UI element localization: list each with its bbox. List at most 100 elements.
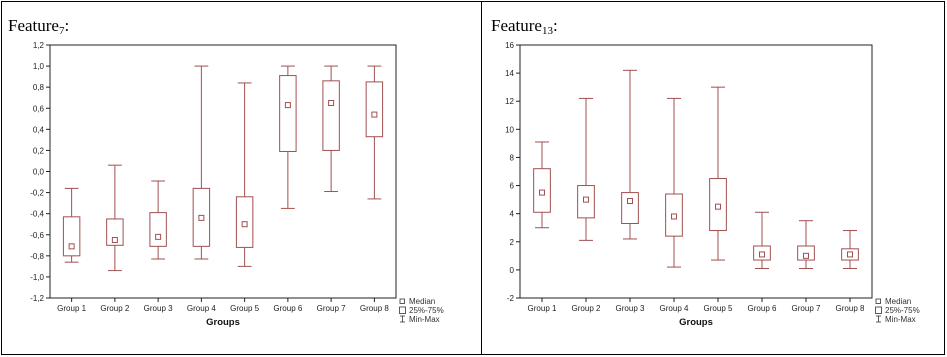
median-marker <box>155 233 162 240</box>
legend-median-swatch <box>399 298 405 304</box>
y-tick-label: -0,4 <box>30 210 44 219</box>
y-tick-label: 16 <box>505 41 514 50</box>
box-iqr <box>149 212 167 247</box>
y-tick-label: 10 <box>505 125 514 134</box>
median-marker <box>328 99 335 106</box>
box-group-7 <box>322 65 340 193</box>
x-axis-label: Groups <box>679 317 713 328</box>
x-axis-label: Groups <box>206 317 240 328</box>
median-marker <box>803 252 809 259</box>
box-group-6 <box>753 211 771 269</box>
x-tick-label: Group 3 <box>616 304 645 313</box>
box-iqr <box>365 81 384 138</box>
median-marker <box>68 243 75 250</box>
box-group-6 <box>279 65 297 209</box>
x-tick-label: Group 2 <box>100 304 129 313</box>
y-tick-label: 12 <box>505 97 514 106</box>
median-marker <box>198 214 205 221</box>
y-tick-label: 1,0 <box>33 62 45 71</box>
box-group-8 <box>841 230 859 269</box>
box-group-7 <box>797 220 815 269</box>
x-tick-label: Group 4 <box>187 304 216 313</box>
legend-label-iqr: 25%-75% <box>409 306 444 315</box>
y-tick-label: -0,8 <box>30 252 44 261</box>
box-group-1 <box>533 141 551 229</box>
y-tick-label: 8 <box>510 153 515 162</box>
y-tick-label: 6 <box>510 182 515 191</box>
legend-median-swatch <box>875 298 881 304</box>
x-tick-label: Group 1 <box>57 304 86 313</box>
chart-2: -2 0 2 4 6 8 10 12 14 16 Group 1 Group 2 Group 3 Grou… <box>505 41 920 328</box>
y-tick-label: -1,0 <box>30 273 44 282</box>
median-marker <box>671 213 677 220</box>
panel-title-feature7: Feature7: <box>8 16 69 37</box>
legend-label-median: Median <box>885 297 911 306</box>
y-tick-label: 1,2 <box>33 41 45 50</box>
median-marker <box>847 251 853 258</box>
median-marker <box>539 189 545 196</box>
legend-label-minmax: Min-Max <box>409 315 440 324</box>
y-tick-label: 4 <box>510 210 515 219</box>
box-group-8 <box>365 65 384 200</box>
x-tick-label: Group 3 <box>144 304 173 313</box>
panel-title-suffix: : <box>64 16 70 35</box>
legend-label-minmax: Min-Max <box>885 315 916 324</box>
x-tick-label: Group 5 <box>230 304 259 313</box>
panel-title-feature13: Feature13: <box>491 16 558 37</box>
box-group-4 <box>665 97 683 268</box>
box-iqr <box>279 75 297 152</box>
x-tick-label: Group 8 <box>836 304 865 313</box>
x-tick-label: Group 1 <box>528 304 557 313</box>
median-marker <box>111 237 118 244</box>
box-group-2 <box>106 164 124 272</box>
median-marker <box>583 196 589 203</box>
median-marker <box>759 251 765 258</box>
panel-title-suffix: : <box>552 16 558 35</box>
panel-title-subscript: 7 <box>58 25 65 37</box>
y-tick-label: -0,2 <box>30 189 44 198</box>
plot-area <box>519 44 873 299</box>
median-marker <box>371 111 378 118</box>
median-marker <box>627 198 633 205</box>
plot-area <box>49 44 397 299</box>
panel-title-main: Feature <box>491 16 542 35</box>
box-group-2 <box>577 97 595 241</box>
box-group-5 <box>709 86 727 261</box>
y-tick-label: 0,8 <box>33 83 45 92</box>
box-iqr <box>62 216 81 257</box>
box-group-3 <box>621 69 639 240</box>
legend-label-iqr: 25%-75% <box>885 306 920 315</box>
y-tick-label: 0,4 <box>33 125 45 134</box>
box-group-5 <box>235 82 254 267</box>
panel-title-subscript: 13 <box>541 25 553 37</box>
y-tick-label: 0,2 <box>33 146 45 155</box>
y-tick-label: -0,6 <box>30 231 44 240</box>
median-marker <box>241 221 248 228</box>
box-group-4 <box>192 65 211 260</box>
y-tick-label: 0,6 <box>33 104 45 113</box>
x-tick-label: Group 6 <box>748 304 777 313</box>
box-iqr <box>621 192 639 225</box>
x-tick-label: Group 7 <box>792 304 821 313</box>
y-tick-label: 0 <box>510 266 515 275</box>
legend-label-median: Median <box>409 297 435 306</box>
median-marker <box>715 203 721 210</box>
box-iqr <box>322 80 340 151</box>
x-tick-label: Group 7 <box>317 304 346 313</box>
x-tick-label: Group 5 <box>704 304 733 313</box>
box-group-1 <box>62 187 81 263</box>
x-tick-label: Group 2 <box>572 304 601 313</box>
median-marker <box>284 102 291 109</box>
legend-iqr-swatch <box>875 306 882 314</box>
chart-1: -1,2 -1,0 -0,8 -0,6 -0,4 -0,2 0,0 0,2 0,4 0,6 0,8 1… <box>30 41 443 328</box>
y-tick-label: 14 <box>505 69 514 78</box>
y-tick-label: 2 <box>510 238 515 247</box>
y-tick-label: -2 <box>507 294 515 303</box>
legend-iqr-swatch <box>399 306 406 314</box>
x-tick-label: Group 4 <box>660 304 689 313</box>
y-tick-label: -1,2 <box>30 294 44 303</box>
